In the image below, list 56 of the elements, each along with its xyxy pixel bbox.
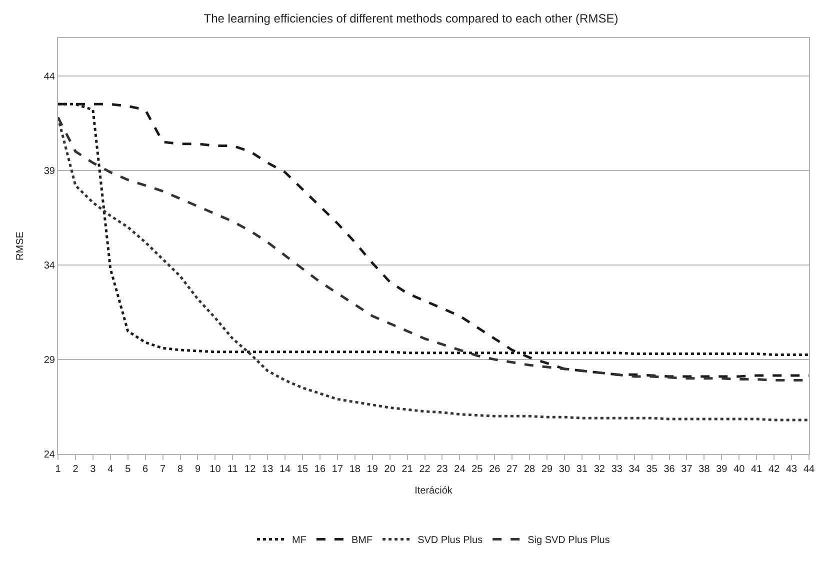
- y-tick-label: 24: [44, 450, 56, 460]
- x-tick-label: 17: [332, 464, 344, 475]
- y-tick-label: 34: [44, 260, 56, 272]
- x-tick-label: 27: [506, 464, 518, 475]
- x-tick-label: 42: [768, 464, 780, 475]
- x-tick-label: 25: [472, 464, 484, 475]
- x-axis-title: Iterációk: [414, 486, 454, 496]
- x-tick-label: 7: [160, 464, 166, 475]
- x-tick-label: 32: [594, 464, 606, 475]
- x-tick-label: 34: [628, 464, 640, 475]
- x-tick-label: 37: [681, 464, 693, 475]
- y-tick-label: 29: [44, 354, 56, 366]
- x-tick-label: 4: [108, 464, 114, 475]
- x-tick-label: 2: [72, 464, 79, 475]
- x-tick-label: 20: [384, 464, 396, 475]
- x-tick-label: 36: [664, 464, 676, 475]
- x-tick-label: 19: [366, 464, 378, 475]
- x-tick-label: 21: [402, 464, 414, 475]
- legend-label: BMF: [351, 535, 373, 546]
- y-axis-title: RMSE: [14, 231, 26, 260]
- x-tick-label: 12: [244, 464, 256, 475]
- x-tick-label: 13: [262, 464, 274, 475]
- y-tick-label: 39: [44, 166, 56, 177]
- x-tick-label: 23: [436, 464, 448, 475]
- x-tick-label: 40: [734, 464, 746, 475]
- x-tick-label: 11: [227, 464, 238, 475]
- x-tick-label: 44: [803, 464, 815, 475]
- chart-title: The learning efficiencies of different methods compared to each other (RMSE): [204, 11, 618, 26]
- legend-label: SVD Plus Plus: [418, 535, 483, 546]
- x-tick-label: 33: [611, 464, 623, 475]
- x-tick-label: 38: [698, 464, 710, 475]
- x-tick-label: 39: [716, 464, 728, 475]
- x-tick-label: 30: [558, 464, 570, 475]
- y-tick-label: 44: [44, 71, 56, 82]
- x-tick-label: 9: [194, 464, 201, 475]
- legend-label: Sig SVD Plus Plus: [528, 535, 610, 546]
- x-tick-label: 28: [524, 464, 536, 475]
- x-tick-label: 6: [142, 464, 149, 475]
- x-tick-label: 26: [489, 464, 501, 475]
- legend-label: MF: [292, 535, 306, 546]
- x-tick-label: 14: [279, 464, 292, 475]
- x-tick-label: 16: [314, 464, 326, 475]
- x-tick-label: 35: [646, 464, 658, 475]
- x-tick-label: 43: [786, 464, 798, 475]
- x-tick-label: 10: [210, 464, 222, 475]
- x-tick-label: 22: [419, 464, 431, 475]
- x-tick-label: 29: [541, 464, 554, 475]
- x-tick-label: 15: [296, 464, 309, 475]
- x-tick-label: 31: [576, 464, 588, 475]
- x-tick-label: 41: [751, 464, 763, 475]
- x-tick-label: 5: [125, 464, 132, 475]
- x-tick-label: 3: [90, 464, 96, 475]
- x-tick-label: 18: [349, 464, 361, 475]
- x-tick-label: 24: [454, 464, 466, 475]
- x-tick-label: 1: [55, 464, 62, 475]
- x-tick-label: 8: [177, 464, 184, 475]
